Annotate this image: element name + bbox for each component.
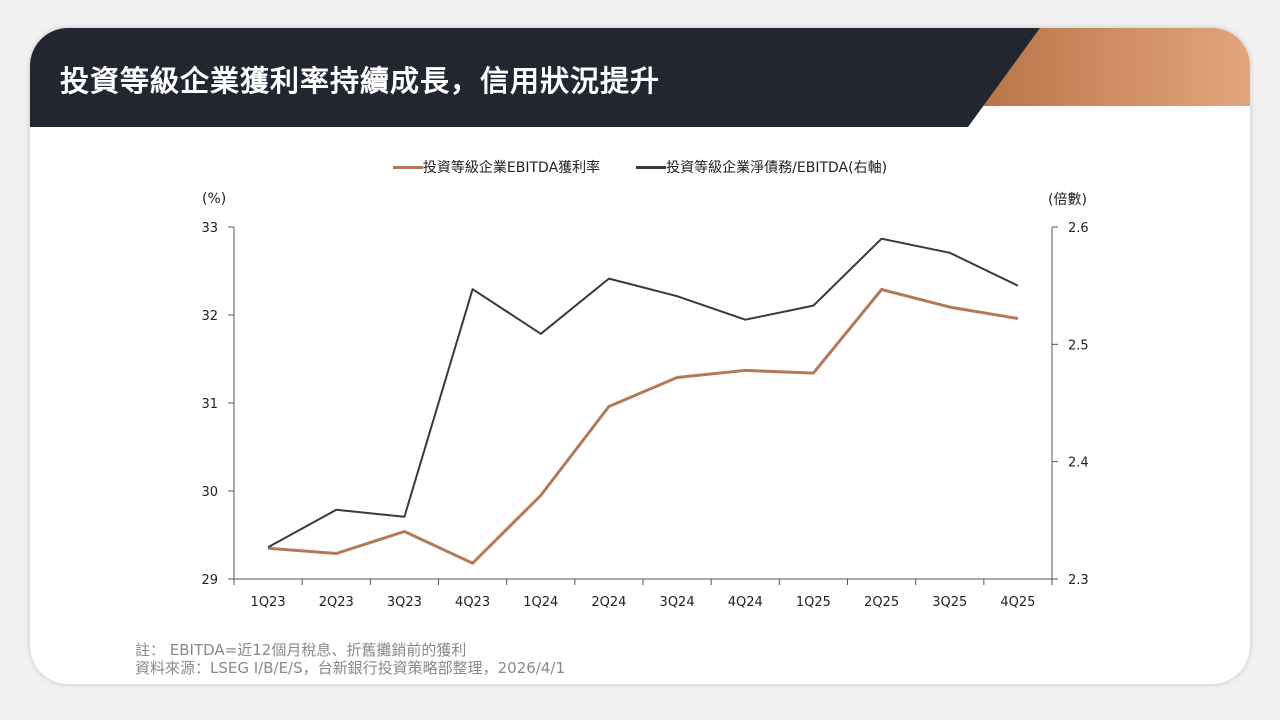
right-y-tick-label: 2.6 [1068,221,1089,236]
series-line-margin [267,288,1019,565]
right-y-tick-label: 2.5 [1068,338,1089,353]
footnote-definition: 註： EBITDA=近12個月稅息、折舊攤銷前的獲利 [135,641,467,659]
x-tick-label: 4Q24 [728,595,763,610]
slide-card: 投資等級企業獲利率持續成長，信用狀況提升 [30,28,1250,684]
header-banner [30,28,1250,127]
header-accent [980,28,1250,106]
left-y-tick-label: 29 [201,573,218,588]
left-axis-unit: (%) [202,191,227,207]
legend-label-margin: 投資等級企業EBITDA獲利率 [422,160,601,176]
x-tick-label: 1Q24 [523,595,558,610]
x-tick-label: 2Q24 [591,595,626,610]
x-tick-label: 1Q23 [251,595,286,610]
x-tick-label: 3Q25 [932,595,967,610]
legend-label-leverage: 投資等級企業淨債務/EBITDA(右軸) [666,160,888,176]
right-y-tick-label: 2.3 [1068,573,1089,588]
left-y-tick-label: 30 [201,485,218,500]
x-tick-label: 3Q24 [660,595,695,610]
page-title: 投資等級企業獲利率持續成長，信用狀況提升 [60,64,661,98]
x-tick-label: 1Q25 [796,595,831,610]
legend-item-margin: 投資等級企業EBITDA獲利率 [392,157,601,177]
left-y-tick-label: 31 [201,397,218,412]
legend-item-leverage: 投資等級企業淨債務/EBITDA(右軸) [636,157,887,177]
legend-swatch-margin [392,165,423,169]
x-tick-label: 2Q23 [319,595,354,610]
left-y-tick-label: 32 [201,309,218,324]
chart-legend: 投資等級企業EBITDA獲利率 投資等級企業淨債務/EBITDA(右軸) [30,157,1250,177]
x-tick-label: 4Q25 [1000,595,1035,610]
x-tick-label: 2Q25 [864,595,899,610]
left-y-tick-label: 33 [201,221,218,236]
right-axis-unit: (倍數) [1048,192,1087,208]
footnote-source: 資料來源：LSEG I/B/E/S，台新銀行投資策略部整理，2026/4/1 [135,659,565,677]
right-y-tick-label: 2.4 [1068,456,1089,471]
x-tick-label: 4Q23 [455,595,490,610]
x-tick-label: 3Q23 [387,595,422,610]
series-line-leverage [267,237,1019,549]
header-dark-band [30,28,1040,127]
legend-swatch-leverage [636,165,667,169]
